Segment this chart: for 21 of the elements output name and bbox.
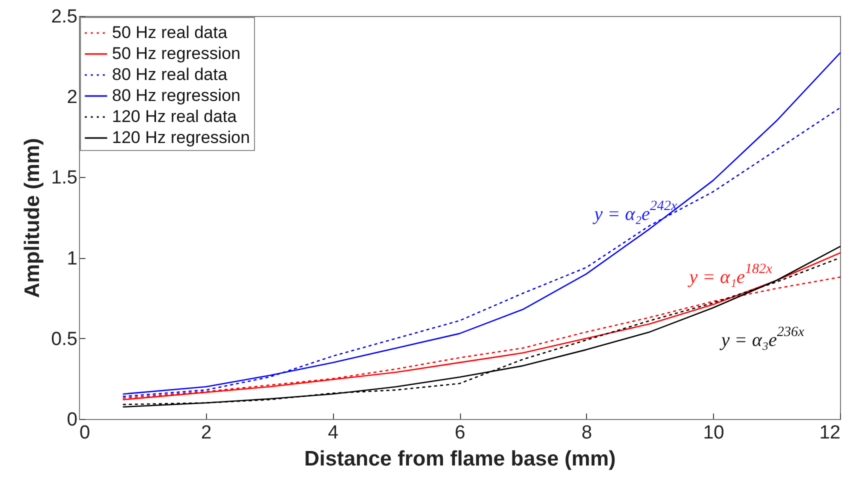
x-tick-label: 4 [328,422,339,444]
x-tick-label: 0 [80,422,90,444]
y-tick-label: 1.5 [51,168,78,189]
y-tick-label: 1 [66,248,78,270]
y-tick-label: 0.5 [51,328,78,350]
y-tick-label: 2.5 [51,6,78,28]
y-tick-label: 2 [66,87,78,108]
legend-label: 120 Hz real data [112,107,238,126]
legend-label: 80 Hz regression [112,86,241,105]
legend-label: 80 Hz real data [112,65,228,84]
legend-label: 120 Hz regression [112,128,250,147]
x-tick-label: 2 [201,422,212,444]
x-tick-label: 8 [582,422,592,444]
x-tick-label: 6 [454,422,466,444]
y-axis-title: Amplitude (mm) [21,138,44,298]
x-tick-label: 12 [819,422,840,444]
y-tick-label: 0 [66,410,78,430]
legend-label: 50 Hz real data [112,23,228,42]
legend-label: 50 Hz regression [112,44,241,63]
x-axis-title: Distance from flame base (mm) [304,448,616,470]
x-tick-label: 10 [703,422,724,444]
